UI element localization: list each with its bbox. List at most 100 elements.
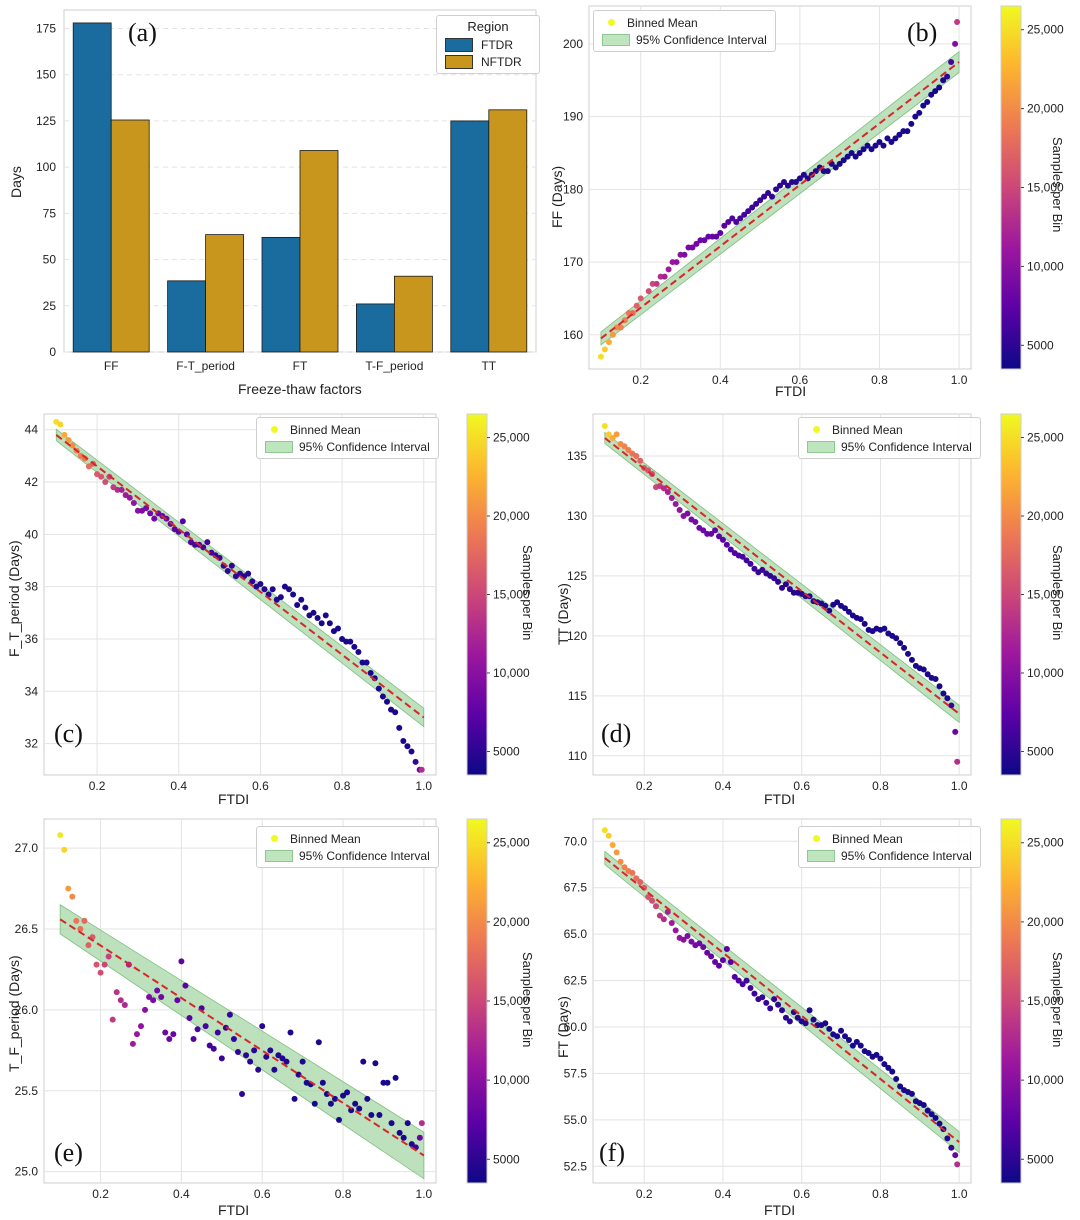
confidence-band: [604, 850, 960, 1154]
legend-item-ftdr: FTDR: [445, 36, 531, 53]
x-tick-label: 0.2: [89, 779, 106, 793]
binned-mean-point: [751, 565, 758, 572]
binned-mean-point: [143, 505, 150, 512]
binned-mean-point: [234, 1048, 241, 1055]
legend-label-binned: Binned Mean: [627, 15, 698, 30]
binned-mean-point: [239, 1091, 246, 1098]
chart-a-xlabel: Freeze-thaw factors: [238, 381, 362, 397]
binned-mean-point: [944, 1135, 951, 1142]
binned-mean-point: [166, 1036, 173, 1043]
binned-mean-point: [230, 1036, 237, 1043]
binned-mean-point: [952, 728, 959, 735]
binned-mean-point: [101, 961, 108, 968]
colorbar-tick-label: 15,000: [1027, 994, 1064, 1008]
binned-mean-point: [158, 993, 165, 1000]
panel-c: 0.2 0.4 0.6 0.8 1.0 32 34 36 38 40 42 44 25,000 20,00…: [0, 405, 545, 810]
binned-mean-point: [743, 557, 750, 564]
binned-mean-point: [693, 240, 700, 247]
binned-mean-point: [747, 560, 754, 567]
binned-mean-point: [681, 251, 688, 258]
binned-mean-point: [162, 1029, 169, 1036]
binned-mean-point: [404, 743, 411, 750]
binned-mean-point: [948, 59, 955, 66]
binned-mean-point: [759, 994, 766, 1001]
legend-band-icon: [265, 440, 293, 453]
panel-a: 0 25 50 75 100 125 150 175 FF F-T_period FT T-F_per…: [0, 0, 545, 405]
binned-mean-point: [609, 434, 616, 441]
binned-mean-point: [753, 200, 760, 207]
binned-mean-point: [932, 88, 939, 95]
x-tick-label: 0.8: [872, 1187, 889, 1201]
binned-mean-point: [102, 479, 109, 486]
binned-mean-point: [400, 1134, 407, 1141]
binned-mean-point: [400, 737, 407, 744]
binned-mean-point: [271, 1066, 278, 1073]
x-tick-label: 0.6: [792, 373, 809, 387]
legend-item-nftdr: NFTDR: [445, 53, 531, 70]
colorbar: [466, 413, 488, 776]
binned-mean-point: [844, 153, 851, 160]
x-tick-label: 0.6: [793, 779, 810, 793]
colorbar-tick-label: 10,000: [1027, 666, 1064, 680]
x-tick-label: 0.4: [173, 1187, 190, 1201]
legend-label-binned: Binned Mean: [832, 831, 903, 846]
y-tick-label: 120: [567, 629, 587, 643]
y-tick-label: 50: [43, 253, 57, 267]
bar-nftdr-ft: [299, 150, 339, 353]
legend-label-binned: Binned Mean: [290, 831, 361, 846]
binned-mean-point: [719, 536, 726, 543]
x-tick-label: 1.0: [415, 779, 432, 793]
binned-mean-point: [204, 539, 211, 546]
x-tick-label: 0.8: [335, 1187, 352, 1201]
panel-label-f: (f): [599, 1138, 625, 1167]
binned-mean-point: [347, 638, 354, 645]
chart-e-svg: 0.2 0.4 0.6 0.8 1.0 25.0 25.5 26.0 26.5 27.0 25,00…: [15, 818, 530, 1201]
binned-mean-point: [97, 969, 104, 976]
binned-mean-point: [194, 1026, 201, 1033]
binned-mean-point: [794, 1014, 801, 1021]
binned-mean-point: [852, 153, 859, 160]
binned-mean-point: [834, 1033, 841, 1040]
binned-mean-point: [57, 832, 64, 839]
binned-mean-point: [952, 1152, 959, 1159]
binned-mean-point: [920, 102, 927, 109]
chart-a-ylabel: Days: [8, 166, 24, 198]
binned-mean-point: [708, 530, 715, 537]
binned-mean-point: [130, 499, 137, 506]
binned-mean-point: [771, 996, 778, 1003]
binned-mean-point: [61, 846, 68, 853]
binned-mean-point: [251, 1047, 258, 1054]
binned-mean-point: [920, 666, 927, 673]
legend-swatch-ftdr: [445, 37, 473, 52]
binned-mean-point: [885, 1064, 892, 1071]
binned-mean-point: [653, 903, 659, 910]
bar-nftdr-f-t_period: [205, 234, 245, 353]
legend-item-binned-mean: Binned Mean: [265, 830, 430, 847]
bar-ftdr-tt: [450, 120, 490, 353]
binned-mean-point: [865, 1050, 872, 1056]
binned-mean-point: [137, 1023, 144, 1030]
binned-mean-point: [283, 1058, 290, 1065]
binned-mean-point: [893, 635, 900, 642]
panel-label-c: (c): [54, 719, 83, 748]
legend-item-ci: 95% Confidence Interval: [265, 847, 430, 864]
x-tick-label: 1.0: [951, 373, 968, 387]
binned-mean-point: [908, 1090, 915, 1097]
binned-mean-point: [759, 566, 766, 573]
binned-mean-point: [98, 473, 105, 480]
binned-mean-point: [901, 644, 908, 651]
legend-label-binned: Binned Mean: [290, 422, 361, 437]
binned-mean-point: [404, 1120, 411, 1127]
y-tick-label: 40: [25, 527, 39, 541]
y-tick-label: 44: [25, 423, 39, 437]
binned-mean-point: [822, 1020, 829, 1027]
confidence-band: [55, 428, 425, 728]
binned-mean-point: [716, 533, 722, 540]
binned-mean-point: [348, 1107, 355, 1114]
panel-label-e: (e): [54, 1138, 83, 1167]
binned-mean-point: [700, 944, 707, 951]
binned-mean-point: [621, 443, 628, 450]
binned-mean-point: [617, 324, 624, 331]
legend-band-icon: [265, 849, 293, 862]
chart-f-svg: 0.2 0.4 0.6 0.8 1.0 52.5 55.0 57.5 60.0 62.5 65.0 6…: [564, 818, 1064, 1201]
